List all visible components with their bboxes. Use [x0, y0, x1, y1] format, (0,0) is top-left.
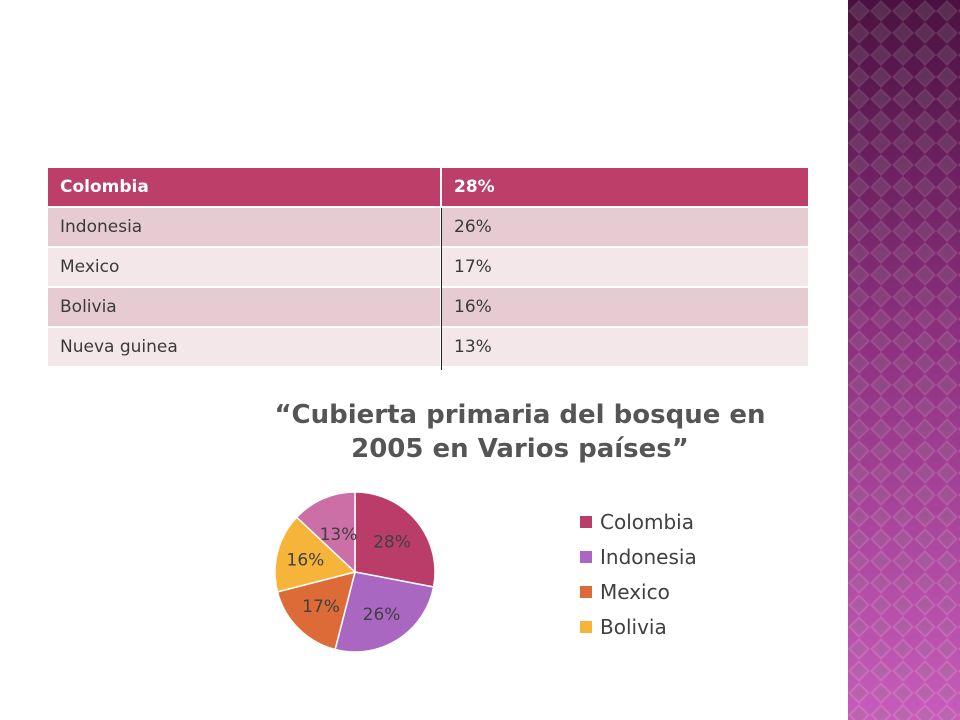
legend-item-mexico: Mexico: [580, 574, 697, 609]
table-cell-value: 16%: [441, 287, 808, 328]
table-cell-value: 28%: [441, 168, 808, 208]
table-cell-country: Bolivia: [48, 287, 442, 328]
legend-swatch: [580, 585, 592, 598]
chart-title-line: “Cubierta primaria del bosque en: [274, 400, 766, 430]
data-label-nueva-guinea: 13%: [320, 525, 358, 545]
table-row: Nueva guinea 13%: [48, 327, 808, 368]
table-row: Mexico 17%: [48, 247, 808, 288]
table-cell-country: Colombia: [48, 168, 442, 208]
data-label-mexico: 17%: [302, 597, 340, 617]
legend-item-indonesia: Indonesia: [580, 539, 697, 574]
chart-title: “Cubierta primaria del bosque en 2005 en…: [230, 398, 810, 466]
table-cell-value: 26%: [441, 207, 808, 248]
table-row: Bolivia 16%: [48, 287, 808, 328]
pie-slice-mexico: [276, 570, 357, 651]
legend-label: Indonesia: [600, 544, 697, 569]
table-cell-value: 17%: [441, 247, 808, 288]
table-cell-country: Indonesia: [48, 207, 442, 248]
data-table: Colombia 28% Indonesia 26% Mexico 17% Bo…: [48, 168, 808, 368]
legend-swatch: [580, 550, 592, 563]
table-column-divider: [441, 208, 442, 370]
decorative-side-pattern: [848, 0, 960, 720]
table-cell-value: 13%: [441, 327, 808, 368]
pie-chart: 28% 26% 17% 16% 13%: [274, 491, 436, 653]
data-label-colombia: 28%: [373, 532, 411, 552]
data-label-bolivia: 16%: [287, 550, 325, 570]
table-row: Indonesia 26%: [48, 207, 808, 248]
chart-title-line: 2005 en Varios países”: [351, 434, 689, 464]
pie-slice-bolivia: [274, 516, 357, 593]
legend-swatch: [580, 620, 592, 633]
table-cell-country: Mexico: [48, 247, 442, 288]
pie-slice-indonesia: [334, 571, 435, 653]
legend-swatch: [580, 515, 592, 528]
data-label-indonesia: 26%: [363, 605, 401, 625]
table-cell-country: Nueva guinea: [48, 327, 442, 368]
legend-item-colombia: Colombia: [580, 504, 697, 539]
legend-label: Mexico: [600, 579, 670, 604]
legend-item-bolivia: Bolivia: [580, 609, 697, 644]
table-header-row: Colombia 28%: [48, 168, 808, 208]
legend-label: Colombia: [600, 509, 694, 534]
pie-slice-colombia: [354, 491, 436, 588]
chart-legend: Colombia Indonesia Mexico Bolivia: [580, 504, 697, 644]
legend-label: Bolivia: [600, 614, 667, 639]
pie-slice-nueva-guinea: [295, 491, 356, 574]
